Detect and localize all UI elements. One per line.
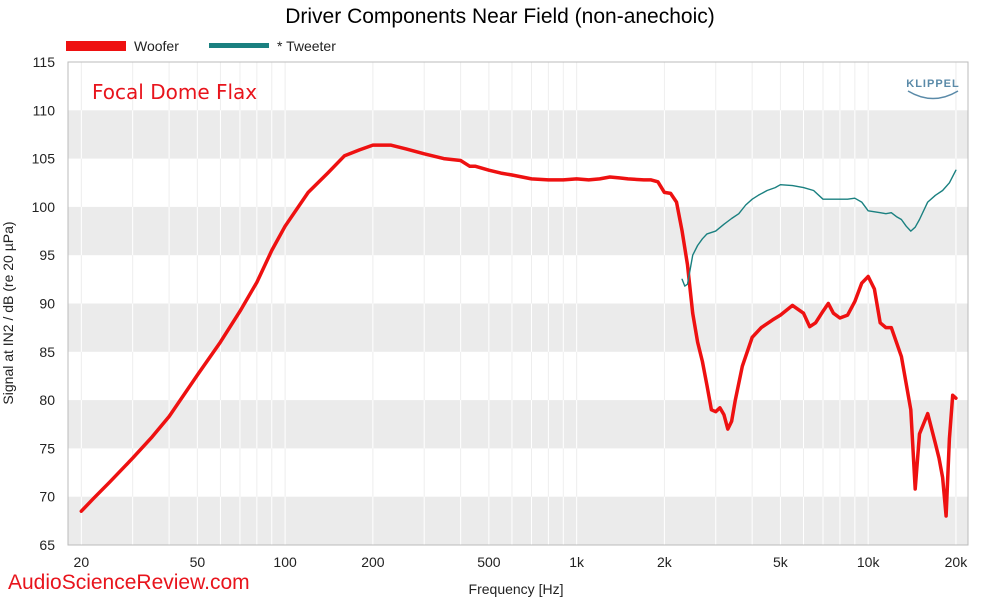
chart-title: Driver Components Near Field (non-anecho… [285, 5, 715, 28]
watermark: AudioScienceReview.com [8, 571, 250, 594]
y-tick-label: 70 [39, 489, 55, 505]
y-tick-labels: 65 70 75 80 85 90 95 100 105 110 115 [32, 54, 56, 553]
y-tick-label: 65 [39, 537, 55, 553]
x-tick-label: 20k [945, 554, 969, 570]
y-tick-label: 90 [39, 296, 55, 312]
x-tick-label: 2k [657, 554, 673, 570]
legend-swatch [209, 43, 269, 48]
y-tick-label: 85 [39, 344, 55, 360]
y-tick-label: 80 [39, 392, 55, 408]
chart-annotation: Focal Dome Flax [92, 80, 257, 104]
y-tick-label: 100 [32, 199, 56, 215]
klippel-logo-text: KLIPPEL [906, 78, 959, 90]
x-tick-label: 10k [857, 554, 881, 570]
series-line-woofer [79, 143, 958, 518]
y-tick-label: 75 [39, 440, 55, 456]
x-tick-label: 100 [273, 554, 297, 570]
x-axis-label: Frequency [Hz] [469, 581, 564, 597]
y-tick-label: 95 [39, 247, 55, 263]
y-axis-label: Signal at IN2 / dB (re 20 µPa) [0, 221, 16, 404]
x-tick-label: 500 [477, 554, 501, 570]
series-line-tweeter [681, 169, 957, 287]
klippel-logo-arc [907, 90, 959, 100]
klippel-logo: KLIPPEL [906, 78, 959, 100]
y-tick-label: 105 [32, 151, 56, 167]
grid-lines [80, 62, 957, 545]
plot-background [68, 62, 968, 545]
legend-label: Woofer [134, 38, 179, 54]
grid-band [68, 206, 968, 256]
plot-frame [67, 61, 969, 546]
x-tick-label: 20 [74, 554, 90, 570]
x-tick-label: 1k [569, 554, 585, 570]
legend: Woofer * Tweeter [66, 38, 336, 54]
x-tick-label: 50 [190, 554, 206, 570]
x-tick-labels: 20 50 100 200 500 1k 2k 5k 10k 20k [74, 554, 969, 570]
grid-band [68, 110, 968, 159]
grid-band [68, 400, 968, 449]
y-tick-label: 110 [33, 102, 56, 118]
y-tick-label: 115 [33, 54, 56, 70]
series-layer [79, 143, 958, 518]
legend-label: * Tweeter [277, 38, 336, 54]
legend-swatch [66, 41, 126, 51]
grid-band [68, 496, 968, 545]
x-tick-label: 5k [773, 554, 789, 570]
x-tick-label: 200 [361, 554, 385, 570]
